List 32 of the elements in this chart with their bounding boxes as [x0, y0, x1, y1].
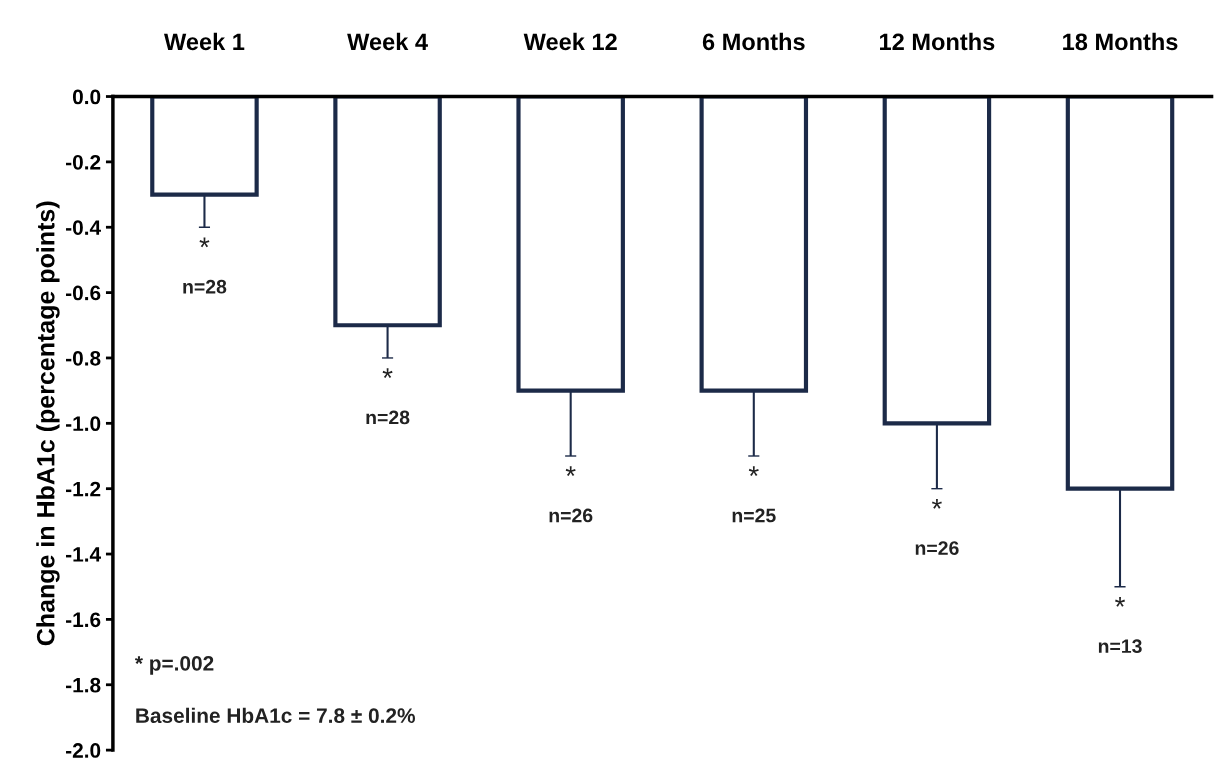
annotation: n=26: [549, 508, 593, 523]
y-axis-title: Change in HbA1c (percentage points): [36, 201, 60, 646]
annotation: *: [382, 368, 393, 379]
annotation: *: [199, 237, 210, 248]
annotation: * p=.002: [134, 655, 214, 675]
x-tick-label: 12 Months: [880, 32, 995, 51]
y-tick-label: 0.0: [72, 89, 101, 105]
y-tick-label: -1.4: [66, 547, 101, 562]
annotation: n=25: [732, 508, 776, 523]
x-tick-label: Week 12: [523, 32, 617, 51]
annotation: n=28: [366, 410, 410, 425]
x-tick-label: 18 Months: [1063, 32, 1178, 51]
annotation: n=13: [1098, 639, 1142, 654]
x-tick-label: 6 Months: [702, 32, 805, 51]
y-tick-label: -1.8: [66, 677, 101, 693]
y-tick-label: -0.6: [66, 285, 101, 301]
annotation: *: [565, 466, 576, 477]
annotation: Baseline HbA1c = 7.8 ± 0.2%: [136, 707, 415, 724]
annotation: *: [931, 498, 942, 509]
y-tick-label: -1.6: [66, 612, 101, 628]
y-tick-label: -2.0: [66, 743, 101, 758]
annotation: n=26: [915, 541, 959, 556]
annotation: *: [1115, 597, 1125, 607]
y-tick-label: -0.2: [66, 154, 101, 170]
x-tick-label: Week 4: [347, 32, 428, 51]
y-tick-label: -0.4: [66, 220, 101, 235]
y-tick-label: -1.0: [66, 416, 101, 432]
y-tick-label: -1.2: [66, 481, 101, 497]
annotation: n=28: [183, 279, 227, 294]
annotation: *: [748, 466, 759, 477]
y-tick-label: -0.8: [66, 350, 101, 366]
x-tick-label: Week 1: [164, 32, 245, 51]
